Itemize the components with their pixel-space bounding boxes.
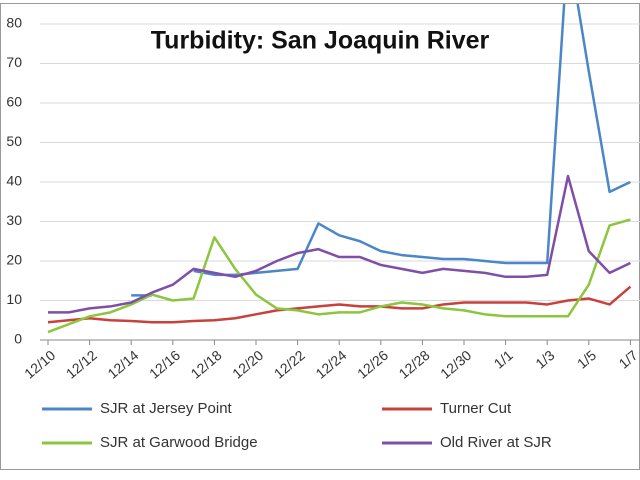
y-tick-label: 30 <box>6 212 22 228</box>
y-tick-label: 50 <box>6 133 22 149</box>
y-tick-label: 80 <box>6 15 22 31</box>
series-line <box>47 285 632 324</box>
y-tick-label: 10 <box>6 291 22 307</box>
legend-label: SJR at Jersey Point <box>100 400 233 417</box>
y-tick-label: 40 <box>6 173 22 189</box>
legend-label: Old River at SJR <box>440 434 552 451</box>
y-tick-label: 20 <box>6 252 22 268</box>
y-tick-label: 70 <box>6 54 22 70</box>
series-line <box>47 218 631 334</box>
y-tick-label: 0 <box>14 331 22 347</box>
legend-label: SJR at Garwood Bridge <box>100 434 258 451</box>
series-line <box>48 174 631 314</box>
legend-label: Turner Cut <box>440 400 512 417</box>
chart-title: Turbidity: San Joaquin River <box>151 27 490 55</box>
y-tick-label: 60 <box>6 94 22 110</box>
chart-frame <box>0 3 640 470</box>
